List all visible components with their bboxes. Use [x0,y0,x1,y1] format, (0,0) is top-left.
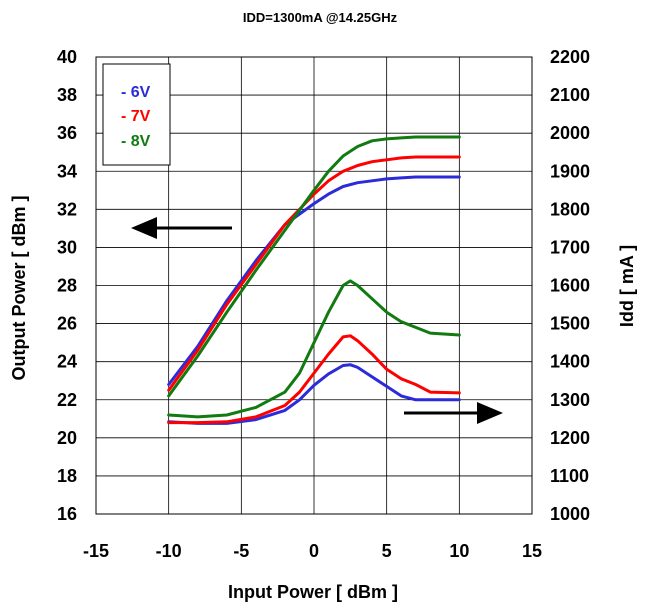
y-left-tick-label: 20 [57,428,77,448]
y-right-tick-label: 1000 [550,504,590,524]
y-left-tick-label: 38 [57,85,77,105]
y-left-tick-label: 36 [57,123,77,143]
x-ticks: -15 -10 -5 0 5 10 15 [83,541,542,561]
x-tick-label: 15 [522,541,542,561]
y-right-tick-label: 1200 [550,428,590,448]
y-axis-label-left: Output Power [ dBm ] [9,196,29,381]
legend: - 6V - 7V - 8V [102,63,171,166]
y-ticks-left: 16 18 20 22 24 26 28 30 32 34 36 38 40 [57,47,77,524]
x-tick-label: -5 [233,541,249,561]
y-right-tick-label: 1300 [550,390,590,410]
x-tick-label: 10 [449,541,469,561]
y-left-tick-label: 24 [57,352,77,372]
y-right-tick-label: 1100 [550,466,589,486]
y-left-tick-label: 34 [57,161,77,181]
y-left-tick-label: 18 [57,466,77,486]
y-left-tick-label: 28 [57,276,77,296]
series-line-6v-pout [167,175,461,386]
y-left-tick-label: 22 [57,390,77,410]
legend-item-6v: - 6V [121,84,151,101]
y-left-tick-label: 40 [57,47,77,67]
arrow-right-icon [404,402,503,424]
y-right-tick-label: 1500 [550,314,590,334]
x-tick-label: -10 [156,541,182,561]
y-left-tick-label: 16 [57,504,77,524]
y-right-tick-label: 1700 [550,237,590,257]
y-right-tick-label: 1800 [550,199,590,219]
y-ticks-right: 1000 1100 1200 1300 1400 1500 1600 1700 1800 1900… [550,47,590,524]
series-line-6v-idd [167,363,461,425]
y-left-tick-label: 32 [57,199,77,219]
y-left-tick-label: 26 [57,314,77,334]
y-right-tick-label: 1600 [550,276,590,296]
x-axis-label: Input Power [ dBm ] [228,582,398,602]
x-tick-label: -15 [83,541,109,561]
legend-box [102,63,171,166]
y-right-tick-label: 1400 [550,352,590,372]
series-line-8v-idd [167,279,461,419]
x-tick-label: 5 [382,541,392,561]
arrow-left-icon [131,217,232,239]
y-right-tick-label: 2000 [550,123,590,143]
legend-item-7v: - 7V [121,108,151,125]
x-tick-label: 0 [309,541,319,561]
grid [95,56,533,515]
series-line-7v-idd [167,334,461,425]
y-right-tick-label: 2100 [550,85,590,105]
series-line-7v-pout [167,155,461,392]
chart-title: IDD=1300mA @14.25GHz [243,10,398,25]
series-line-8v-pout [167,135,461,398]
y-left-tick-label: 30 [57,237,77,257]
series-group [167,135,461,425]
y-axis-label-right: Idd [ mA ] [617,245,637,327]
y-right-tick-label: 1900 [550,161,590,181]
y-right-tick-label: 2200 [550,47,590,67]
legend-item-8v: - 8V [121,133,151,150]
